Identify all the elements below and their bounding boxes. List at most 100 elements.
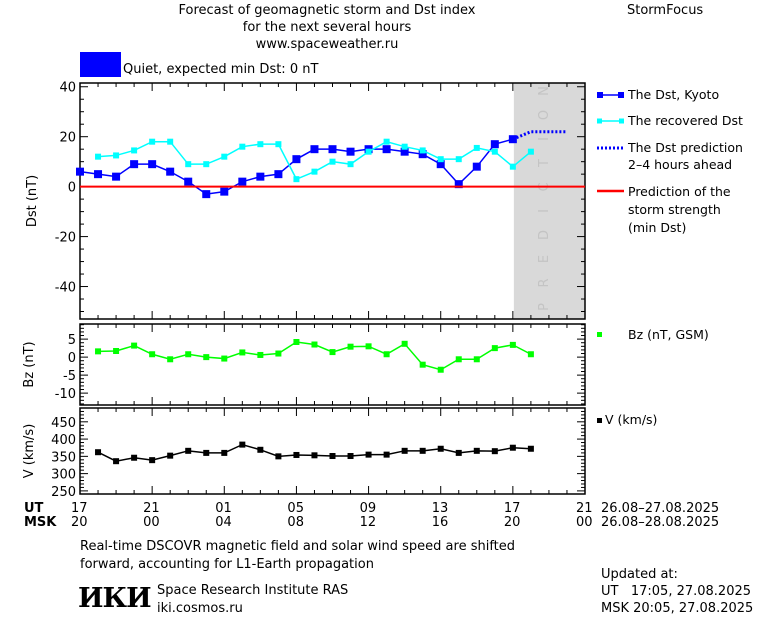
data-point: [113, 458, 120, 465]
ut-date-range: 26.08–27.08.2025: [601, 501, 720, 516]
legend-dst-kyoto: The Dst, Kyoto: [628, 87, 720, 102]
msk-tick-label: 20: [503, 515, 521, 530]
legend-dst-kyoto-swatch-marker: [618, 92, 624, 98]
data-point: [221, 355, 228, 362]
data-point: [509, 163, 516, 170]
data-point: [95, 449, 102, 456]
data-point: [310, 145, 319, 154]
plot-frame: [79, 82, 586, 320]
legend-storm-l3: (min Dst): [628, 220, 687, 235]
institute-url[interactable]: iki.cosmos.ru: [157, 601, 243, 616]
data-point: [131, 342, 138, 349]
website-link[interactable]: www.spaceweather.ru: [255, 37, 399, 52]
data-point: [275, 141, 282, 148]
legend-v-swatch: [597, 418, 602, 423]
msk-tick-label: 00: [576, 515, 593, 530]
legend-storm-l2: storm strength: [628, 202, 721, 217]
data-point: [437, 366, 444, 373]
data-point: [454, 180, 463, 189]
data-point: [257, 141, 264, 148]
legend-v: V (km/s): [605, 412, 658, 427]
data-point: [473, 447, 480, 454]
prediction-band-letter: D: [537, 230, 552, 240]
data-point: [148, 160, 157, 169]
legend-recovered-swatch-marker: [597, 118, 602, 124]
data-point: [365, 343, 372, 350]
data-point: [401, 340, 408, 347]
data-point: [311, 452, 318, 459]
data-point: [383, 451, 390, 458]
data-point: [437, 156, 444, 163]
msk-tick-label: 20: [71, 515, 88, 530]
data-point: [221, 449, 228, 456]
y-tick-label: 40: [59, 81, 76, 96]
data-point: [436, 160, 445, 169]
y-tick-label: 400: [51, 433, 76, 448]
data-point: [329, 349, 336, 356]
ut-tick-label: 17: [71, 501, 88, 516]
data-point: [274, 170, 283, 179]
data-point: [418, 150, 427, 159]
data-point: [166, 167, 175, 176]
ut-tick-label: 09: [359, 501, 377, 516]
msk-tick-label: 08: [287, 515, 304, 530]
y-axis-label: Dst (nT): [25, 175, 40, 227]
plot-frame: [79, 323, 586, 406]
data-point: [130, 160, 139, 169]
data-point: [347, 453, 354, 460]
data-point: [203, 449, 210, 456]
y-axis-label: V (km/s): [22, 424, 37, 479]
legend-prediction-l1: The Dst prediction: [628, 140, 743, 155]
legend-prediction-l2: 2–4 hours ahead: [628, 157, 733, 172]
title-line1: Forecast of geomagnetic storm and Dst in…: [178, 3, 476, 18]
data-point: [167, 452, 174, 459]
data-point: [419, 447, 426, 454]
title-line2: for the next several hours: [242, 20, 412, 35]
prediction-band-letter: O: [537, 110, 552, 120]
data-point: [185, 161, 192, 168]
data-point: [329, 158, 336, 165]
msk-tick-label: 12: [359, 515, 377, 530]
data-point: [455, 156, 462, 163]
legend-dst-kyoto-swatch-marker: [597, 92, 603, 98]
prediction-band-letter: T: [537, 159, 552, 168]
data-point: [113, 152, 120, 159]
data-point: [365, 148, 372, 155]
data-point: [95, 153, 102, 160]
data-point: [131, 454, 138, 461]
institute-name: Space Research Institute RAS: [157, 583, 349, 598]
data-point: [293, 339, 300, 345]
data-point: [419, 361, 426, 368]
legend-storm-l1: Prediction of the: [628, 184, 731, 199]
ut-tick-label: 21: [143, 501, 160, 516]
data-point: [329, 453, 336, 460]
data-point: [203, 161, 210, 168]
data-point: [185, 351, 192, 358]
prediction-band-letter: P: [537, 303, 552, 311]
data-point: [455, 356, 462, 363]
data-point: [401, 447, 408, 454]
data-point: [491, 148, 498, 155]
data-point: [149, 457, 156, 464]
y-tick-label: 350: [51, 450, 76, 465]
prediction-band-letter: R: [537, 278, 552, 287]
ut-tick-label: 21: [576, 501, 593, 516]
updated-label: Updated at:: [601, 567, 678, 582]
data-point: [149, 351, 156, 358]
y-tick-label: 5: [68, 333, 76, 348]
ut-tick-label: 01: [215, 501, 232, 516]
data-point: [490, 140, 499, 149]
plot-frame: [79, 407, 586, 495]
y-tick-label: 0: [68, 351, 76, 366]
data-point: [239, 441, 246, 448]
data-point: [383, 138, 390, 145]
data-point: [382, 145, 391, 154]
data-point: [167, 138, 174, 145]
data-point: [95, 348, 102, 355]
msk-tick-label: 00: [143, 515, 160, 530]
data-point: [167, 356, 174, 363]
legend-recovered-swatch-marker: [619, 118, 624, 124]
data-point: [275, 453, 282, 460]
prediction-band: [513, 83, 585, 319]
data-point: [472, 162, 481, 171]
